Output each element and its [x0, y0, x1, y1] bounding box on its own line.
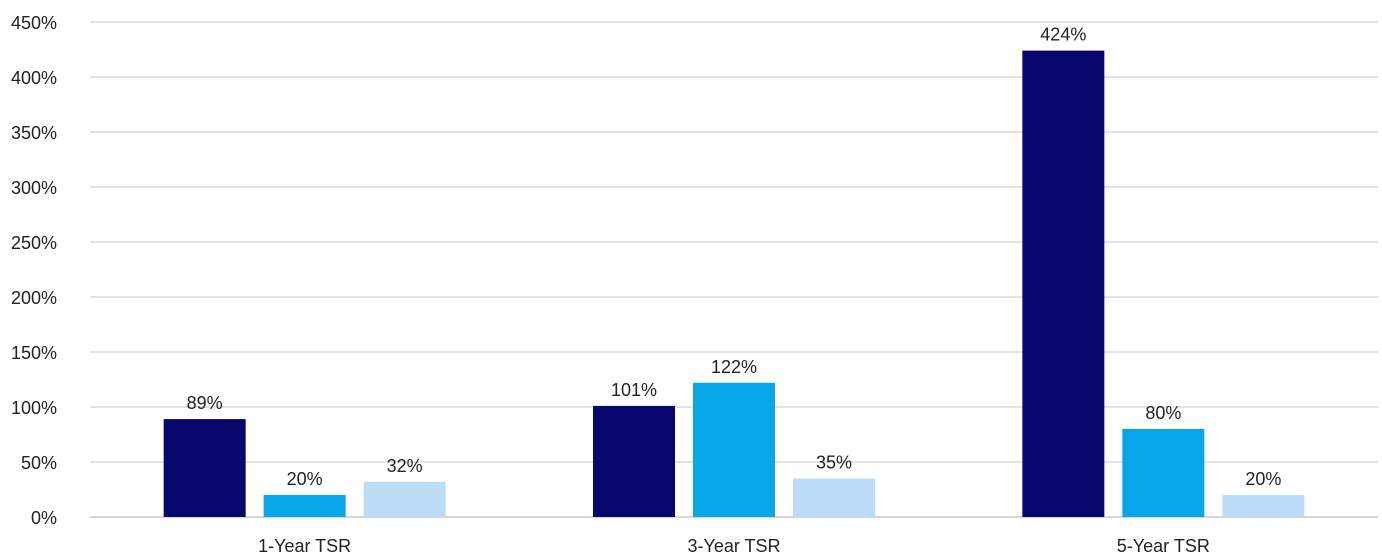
y-tick-label: 0% [31, 508, 57, 528]
data-label: 101% [611, 380, 657, 400]
y-tick-label: 250% [11, 233, 57, 253]
data-label: 32% [387, 456, 423, 476]
category-label: 3-Year TSR [687, 536, 780, 556]
bar [363, 481, 446, 517]
y-tick-label: 100% [11, 398, 57, 418]
data-label: 424% [1040, 25, 1086, 45]
data-label: 35% [816, 453, 852, 473]
data-labels: 89% 20% 32% 101% 122% 35% 424% 80% 20% [187, 25, 1282, 489]
bar [1022, 50, 1105, 517]
x-axis-category-labels: 1-Year TSR 3-Year TSR 5-Year TSR [258, 536, 1210, 556]
data-label: 80% [1145, 403, 1181, 423]
y-tick-label: 50% [21, 453, 57, 473]
y-tick-label: 200% [11, 288, 57, 308]
y-tick-label: 350% [11, 123, 57, 143]
data-label: 122% [711, 357, 757, 377]
y-axis-tick-labels: 0% 50% 100% 150% 200% 250% 300% 350% 400% 450% [11, 13, 57, 528]
gridlines [90, 21, 1378, 518]
data-label: 89% [187, 393, 223, 413]
y-tick-label: 150% [11, 343, 57, 363]
y-tick-label: 450% [11, 13, 57, 33]
bar [1222, 495, 1305, 517]
bar [163, 419, 246, 517]
bars [163, 50, 1305, 517]
bar [1122, 429, 1205, 517]
bar [263, 495, 346, 517]
y-tick-label: 400% [11, 68, 57, 88]
category-label: 1-Year TSR [258, 536, 351, 556]
category-label: 5-Year TSR [1117, 536, 1210, 556]
y-tick-label: 300% [11, 178, 57, 198]
data-label: 20% [287, 469, 323, 489]
data-label: 20% [1245, 469, 1281, 489]
bar [593, 405, 675, 517]
bar [793, 478, 875, 517]
bar [693, 382, 775, 517]
